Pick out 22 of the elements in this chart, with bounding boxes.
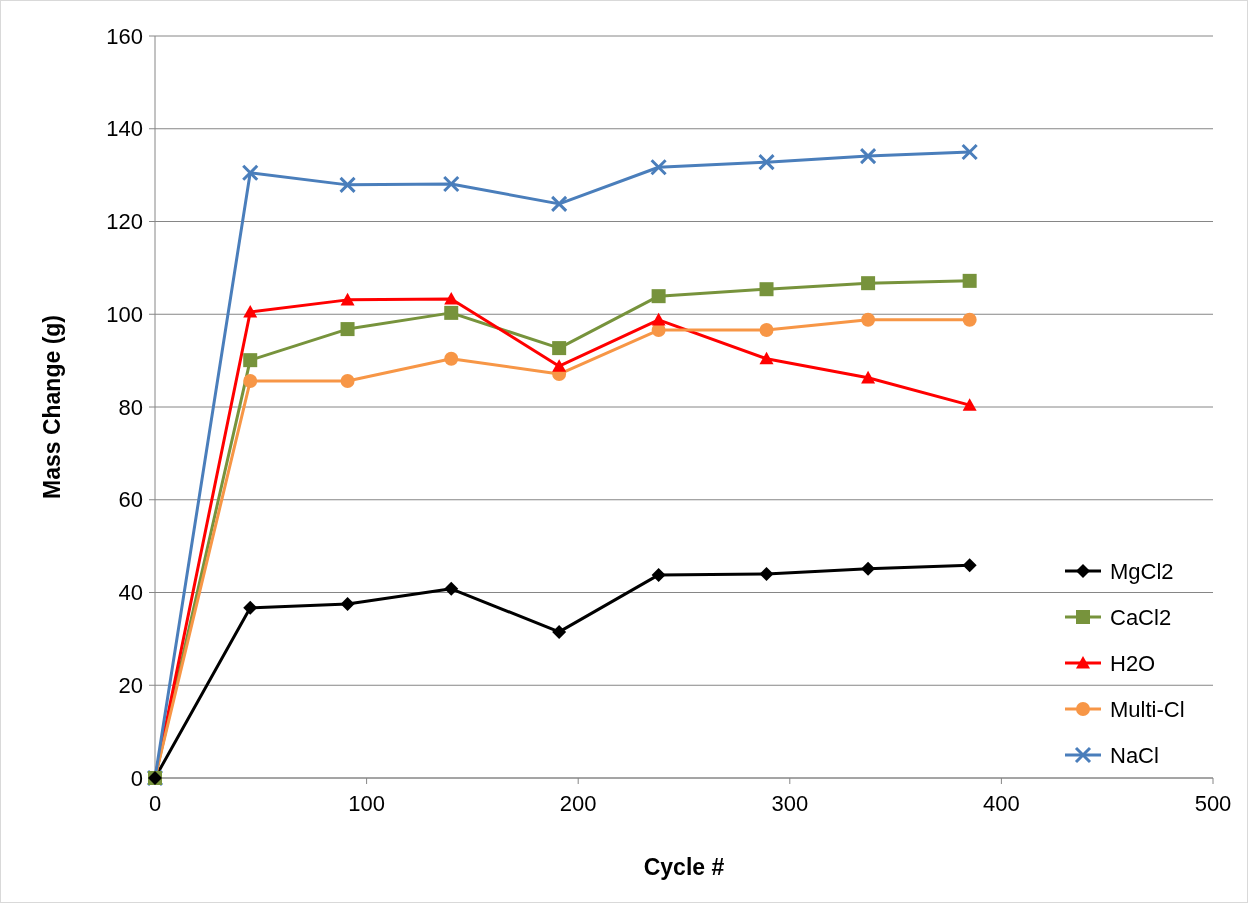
legend-label: MgCl2 bbox=[1110, 558, 1174, 584]
x-axis-title: Cycle # bbox=[643, 854, 725, 880]
legend-label: Multi-Cl bbox=[1110, 696, 1185, 722]
y-tick-label: 20 bbox=[118, 672, 143, 698]
x-tick-label: 400 bbox=[983, 791, 1020, 816]
y-tick-label: 40 bbox=[118, 580, 143, 606]
y-tick-label: 60 bbox=[118, 487, 143, 513]
x-tick-label: 0 bbox=[148, 791, 162, 816]
y-tick-label: 100 bbox=[106, 301, 143, 327]
legend-label: CaCl2 bbox=[1110, 604, 1172, 630]
x-tick-label: 300 bbox=[771, 791, 809, 816]
legend-label: H2O bbox=[1110, 650, 1156, 676]
y-tick-label: 120 bbox=[106, 209, 143, 235]
x-tick-label: 100 bbox=[348, 791, 385, 816]
legend-label: NaCl bbox=[1110, 742, 1159, 768]
x-tick-label: 200 bbox=[559, 791, 597, 816]
y-axis-title: Mass Change (g) bbox=[39, 314, 65, 500]
y-tick-label: 140 bbox=[106, 116, 143, 142]
y-tick-label: 80 bbox=[118, 394, 143, 420]
x-tick-label: 500 bbox=[1194, 791, 1232, 816]
y-tick-label: 160 bbox=[106, 23, 143, 49]
y-tick-label: 0 bbox=[130, 765, 143, 791]
